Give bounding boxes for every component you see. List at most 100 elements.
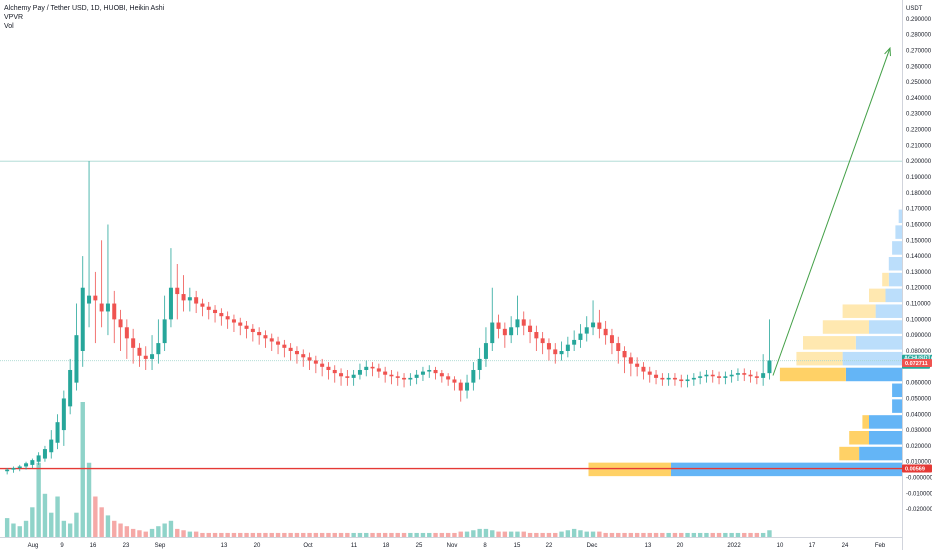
candle-body[interactable] (269, 338, 274, 342)
candle-body[interactable] (364, 366, 369, 370)
projection-arrow-line[interactable] (772, 47, 891, 376)
candle-body[interactable] (213, 309, 218, 314)
candle-body[interactable] (124, 327, 129, 339)
candle-body[interactable] (294, 351, 299, 355)
candle-body[interactable] (735, 373, 740, 375)
candle-body[interactable] (402, 377, 407, 380)
candle-body[interactable] (546, 343, 551, 350)
candle-body[interactable] (635, 363, 640, 367)
candle-body[interactable] (389, 374, 394, 377)
candle-body[interactable] (11, 468, 16, 470)
candle-body[interactable] (112, 303, 117, 320)
candle-body[interactable] (162, 319, 167, 344)
candle-body[interactable] (307, 357, 312, 361)
candle-body[interactable] (723, 376, 728, 378)
candle-body[interactable] (263, 335, 268, 339)
candle-body[interactable] (244, 325, 249, 329)
candle-body[interactable] (168, 287, 173, 320)
candle-body[interactable] (427, 369, 432, 372)
candle-body[interactable] (414, 374, 419, 378)
candle-body[interactable] (332, 369, 337, 374)
candle-body[interactable] (496, 322, 501, 329)
candle-body[interactable] (105, 303, 110, 312)
candle-body[interactable] (565, 344, 570, 351)
candle-body[interactable] (761, 373, 766, 378)
candle-body[interactable] (351, 374, 356, 378)
candle-body[interactable] (288, 347, 293, 351)
candle-body[interactable] (591, 322, 596, 328)
candle-body[interactable] (49, 439, 54, 453)
candle-body[interactable] (572, 339, 577, 345)
candle-body[interactable] (5, 469, 10, 472)
candle-body[interactable] (729, 374, 734, 377)
candle-body[interactable] (68, 369, 73, 407)
candle-body[interactable] (748, 374, 753, 377)
candle-body[interactable] (698, 376, 703, 378)
candle-body[interactable] (326, 366, 331, 370)
candle-body[interactable] (446, 376, 451, 380)
candle-body[interactable] (559, 351, 564, 355)
candle-body[interactable] (704, 374, 709, 377)
candle-body[interactable] (74, 335, 79, 383)
candle-body[interactable] (483, 343, 488, 359)
candle-body[interactable] (175, 287, 180, 295)
indicator-volume-label[interactable]: Vol (4, 23, 14, 30)
candle-body[interactable] (691, 377, 696, 380)
candle-body[interactable] (767, 360, 772, 374)
candle-body[interactable] (540, 338, 545, 344)
candle-body[interactable] (357, 369, 362, 375)
candle-body[interactable] (490, 322, 495, 344)
candle-body[interactable] (553, 349, 558, 355)
candle-body[interactable] (187, 297, 192, 301)
candle-body[interactable] (225, 316, 230, 320)
candle-body[interactable] (17, 466, 22, 469)
candle-body[interactable] (597, 322, 602, 329)
candle-body[interactable] (87, 295, 92, 304)
indicator-vpvr-label[interactable]: VPVR (4, 14, 24, 21)
candle-body[interactable] (250, 328, 255, 333)
candle-body[interactable] (276, 341, 281, 345)
candle-body[interactable] (150, 354, 155, 359)
candle-body[interactable] (654, 374, 659, 378)
candle-body[interactable] (471, 369, 476, 383)
candle-body[interactable] (36, 455, 41, 462)
candle-body[interactable] (80, 287, 85, 351)
candle-body[interactable] (679, 379, 684, 382)
candle-body[interactable] (622, 351, 627, 358)
candle-body[interactable] (420, 371, 425, 375)
candle-body[interactable] (339, 373, 344, 377)
candle-body[interactable] (742, 373, 747, 375)
candle-body[interactable] (383, 371, 388, 375)
candle-body[interactable] (313, 360, 318, 364)
candle-body[interactable] (61, 398, 66, 431)
candle-body[interactable] (439, 373, 444, 377)
candle-body[interactable] (137, 347, 142, 356)
candle-body[interactable] (515, 319, 520, 328)
candle-body[interactable] (528, 325, 533, 333)
candle-body[interactable] (509, 327, 514, 336)
candle-body[interactable] (131, 338, 136, 348)
candle-body[interactable] (206, 306, 211, 310)
candle-body[interactable] (521, 319, 526, 326)
candle-body[interactable] (609, 335, 614, 344)
candle-body[interactable] (616, 343, 621, 351)
candle-body[interactable] (433, 369, 438, 374)
candle-body[interactable] (584, 327, 589, 334)
candle-body[interactable] (578, 333, 583, 340)
candle-body[interactable] (320, 363, 325, 367)
candle-body[interactable] (641, 366, 646, 372)
candle-body[interactable] (257, 332, 262, 336)
candle-body[interactable] (465, 382, 470, 391)
candle-body[interactable] (754, 376, 759, 378)
candle-body[interactable] (603, 328, 608, 336)
candle-body[interactable] (143, 355, 148, 359)
candle-body[interactable] (55, 422, 60, 443)
candle-body[interactable] (628, 357, 633, 364)
candle-body[interactable] (282, 344, 287, 348)
candle-body[interactable] (408, 377, 413, 380)
candle-body[interactable] (710, 374, 715, 377)
candle-body[interactable] (672, 377, 677, 380)
candle-body[interactable] (99, 303, 104, 312)
candle-body[interactable] (458, 382, 463, 391)
candle-body[interactable] (24, 463, 29, 467)
